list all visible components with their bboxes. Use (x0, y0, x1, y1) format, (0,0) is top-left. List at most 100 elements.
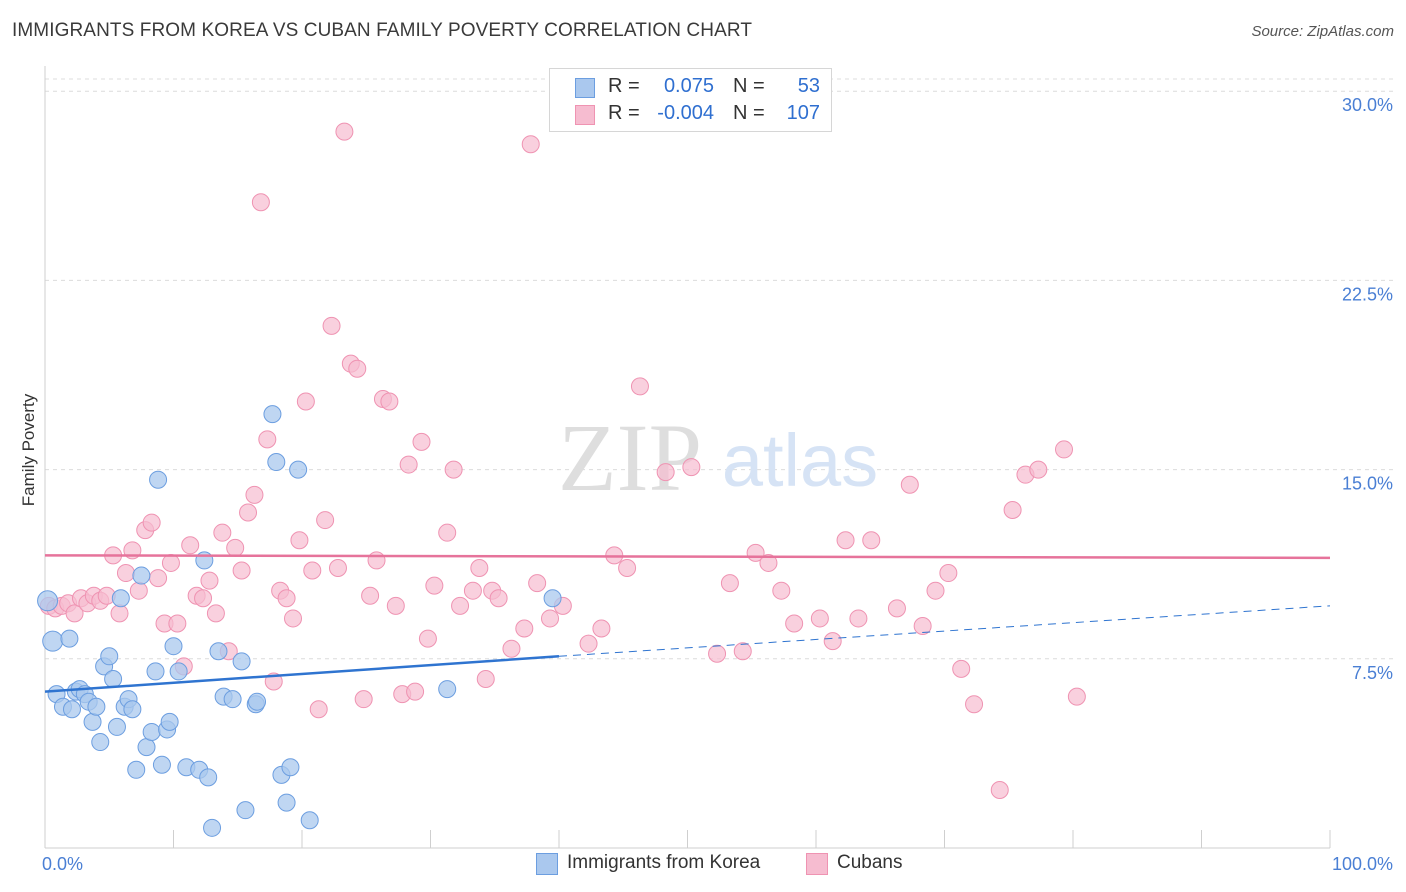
cubans-point (444, 460, 463, 479)
korea-point (127, 760, 146, 779)
cubans-point (913, 617, 932, 636)
cubans-point (862, 531, 881, 550)
cubans-point (990, 780, 1009, 799)
cubans-point (952, 659, 971, 678)
cubans-point (335, 122, 354, 141)
korea-point (203, 818, 222, 837)
korea-point (281, 758, 300, 777)
cubans-point (579, 634, 598, 653)
cubans-trend-line (44, 554, 1331, 560)
korea-point (277, 793, 296, 812)
cubans-point (1029, 460, 1048, 479)
korea-point (263, 405, 282, 424)
n-value: 107 (786, 102, 820, 124)
cubans-point (470, 558, 489, 577)
cubans-point (386, 596, 405, 615)
cubans-point (592, 619, 611, 638)
korea-point (104, 669, 123, 688)
korea-point (83, 712, 102, 731)
x-tick-label: 100.0% (1332, 854, 1393, 874)
korea-point (137, 738, 156, 757)
cubans-point (129, 581, 148, 600)
cubans-point (965, 695, 984, 714)
r-label: R = (608, 102, 640, 124)
n-label: N = (733, 102, 765, 124)
cubans-point (284, 609, 303, 628)
cubans-point (656, 463, 675, 482)
cubans-point (1003, 500, 1022, 519)
chart-title: IMMIGRANTS FROM KOREA VS CUBAN FAMILY PO… (12, 20, 753, 41)
cubans-point (720, 574, 739, 593)
cubans-point (161, 553, 180, 572)
cubans-point (502, 639, 521, 658)
cubans-point (759, 553, 778, 572)
cubans-point (181, 536, 200, 555)
korea-point (543, 589, 562, 608)
cubans-point (887, 599, 906, 618)
cubans-points (39, 122, 1086, 799)
cubans-point (206, 604, 225, 623)
cubans-point (900, 475, 919, 494)
cubans-point (515, 619, 534, 638)
cubans-point (476, 669, 495, 688)
cubans-point (733, 642, 752, 661)
cubans-swatch (575, 105, 595, 125)
cubans-point (939, 564, 958, 583)
korea-legend-swatch (536, 853, 558, 875)
r-value: 0.075 (663, 75, 714, 97)
cubans-point (521, 135, 540, 154)
cubans-point (810, 609, 829, 628)
korea-point (149, 470, 168, 489)
korea-point (87, 697, 106, 716)
cubans-point (412, 432, 431, 451)
korea-point (223, 690, 242, 709)
cubans-point (926, 581, 945, 600)
y-axis-label-wrap: Family Poverty (8, 300, 48, 600)
cubans-point (1055, 440, 1074, 459)
cubans-point (296, 392, 315, 411)
cubans-point (823, 632, 842, 651)
cubans-point (200, 571, 219, 590)
korea-point (142, 722, 161, 741)
cubans-point (682, 458, 701, 477)
korea-point (209, 642, 228, 661)
cubans-point (451, 596, 470, 615)
korea-point (232, 652, 251, 671)
cubans-point (309, 700, 328, 719)
korea-point (289, 460, 308, 479)
cubans-point (772, 581, 791, 600)
korea-point (91, 733, 110, 752)
cubans-point (168, 614, 187, 633)
cubans-point (213, 523, 232, 542)
n-value: 53 (797, 75, 820, 97)
cubans-point (425, 576, 444, 595)
axes (44, 66, 1331, 849)
cubans-point (785, 614, 804, 633)
korea-point (267, 453, 286, 472)
cubans-point (245, 485, 264, 504)
cubans-point (836, 531, 855, 550)
series-legend: Immigrants from Korea Cubans (0, 852, 1406, 878)
r-label: R = (608, 75, 640, 97)
cubans-point (226, 538, 245, 557)
cubans-point (380, 392, 399, 411)
legend-label: Immigrants from Korea (567, 852, 761, 873)
cubans-point (290, 531, 309, 550)
watermark-zip: ZIP (558, 404, 702, 511)
y-tick-label: 30.0% (1342, 95, 1393, 115)
cubans-point (1067, 687, 1086, 706)
stats-row-cubans: R = -0.004 N = 107 (550, 101, 831, 127)
korea-point (60, 629, 79, 648)
stats-row-korea: R = 0.075 N = 53 (550, 74, 831, 100)
korea-point (123, 700, 142, 719)
cubans-point (110, 604, 129, 623)
watermark: ZIP atlas (558, 404, 878, 511)
korea-point (100, 647, 119, 666)
cubans-point (354, 690, 373, 709)
cubans-point (328, 558, 347, 577)
cubans-point (194, 589, 213, 608)
cubans-point (239, 503, 258, 522)
cubans-point (277, 589, 296, 608)
x-tick-label: 0.0% (42, 854, 83, 874)
